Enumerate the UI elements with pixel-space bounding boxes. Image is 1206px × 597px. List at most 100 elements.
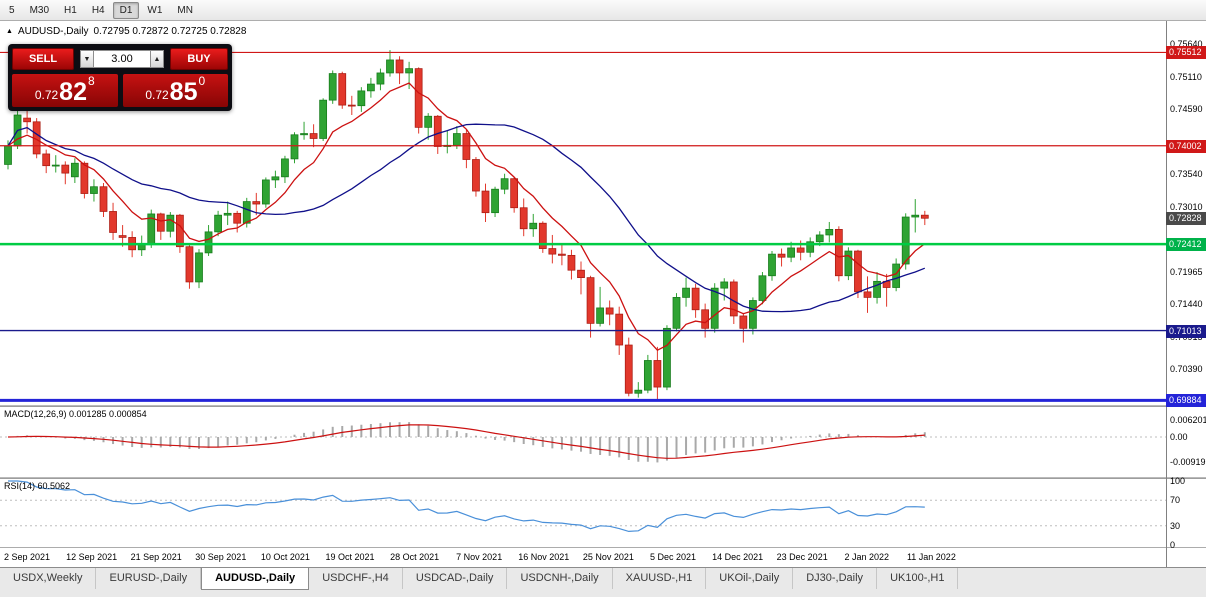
bear-candle: [109, 211, 117, 233]
date-axis-label: 23 Dec 2021: [776, 552, 828, 562]
price-axis-border: [1166, 21, 1167, 567]
bear-candle: [777, 253, 786, 258]
bear-candle: [577, 269, 585, 278]
bull-candle: [911, 214, 920, 218]
chart-tab-usdcad-[interactable]: USDCAD-,Daily: [403, 568, 508, 589]
macd-indicator-label: MACD(12,26,9) 0.001285 0.000854: [4, 409, 147, 419]
bull-candle: [844, 250, 853, 277]
timeframe-button-m30[interactable]: M30: [29, 4, 50, 16]
buy-button[interactable]: BUY: [170, 48, 228, 70]
bull-candle: [806, 241, 815, 253]
bear-candle: [653, 360, 662, 388]
chart-tab-dj30-[interactable]: DJ30-,Daily: [793, 568, 878, 589]
bear-candle: [538, 222, 547, 249]
date-axis-label: 25 Nov 2021: [582, 552, 634, 562]
bull-candle: [319, 99, 328, 139]
panel-separator[interactable]: [0, 405, 1206, 407]
price-axis-label: 0.75110: [1170, 72, 1202, 83]
macd-axis-label: 0.00: [1170, 432, 1188, 442]
bull-candle: [204, 231, 213, 254]
bear-candle: [548, 248, 557, 255]
bear-candle: [118, 235, 127, 238]
chart-ohlc-values: 0.72795 0.72872 0.72725 0.72828: [93, 26, 247, 37]
bear-candle: [156, 213, 165, 232]
down-arrow-icon: ▼: [83, 55, 91, 63]
date-axis-label: 21 Sep 2021: [130, 552, 182, 562]
bull-candle: [663, 327, 671, 388]
bull-candle: [271, 176, 280, 181]
bull-candle: [682, 287, 690, 298]
bear-candle: [61, 164, 70, 174]
bear-candle: [701, 309, 710, 329]
timeframe-button-mn[interactable]: MN: [177, 4, 193, 16]
up-arrow-icon: ▲: [153, 55, 161, 63]
chart-tab-xauusd-[interactable]: XAUUSD-,H1: [613, 568, 707, 589]
date-axis-label: 14 Dec 2021: [712, 552, 764, 562]
bull-candle: [500, 178, 509, 190]
bull-candle: [290, 134, 299, 160]
price-axis-badge: 0.72412: [1166, 238, 1206, 252]
chart-tab-uk100-[interactable]: UK100-,H1: [877, 568, 959, 589]
bear-candle: [510, 178, 519, 209]
bull-candle: [242, 201, 251, 224]
buy-price-display[interactable]: 0.72 85 0: [122, 74, 228, 107]
bear-candle: [433, 115, 442, 147]
buy-price-sup: 0: [198, 74, 206, 88]
timeframe-button-5[interactable]: 5: [9, 4, 15, 16]
ma-slow-line: [7, 123, 926, 313]
bear-candle: [99, 186, 108, 212]
chart-tab-usdx[interactable]: USDX,Weekly: [0, 568, 97, 589]
date-axis-label: 19 Oct 2021: [325, 552, 375, 562]
chart-tab-audusd-[interactable]: AUDUSD-,Daily: [201, 568, 310, 590]
macd-axis-label: 0.006201: [1170, 415, 1206, 425]
price-axis-label: 0.74590: [1170, 104, 1203, 115]
bull-candle: [452, 133, 461, 146]
buy-price-prefix: 0.72: [145, 88, 169, 102]
bull-candle: [643, 360, 652, 391]
date-axis-label: 5 Dec 2021: [649, 552, 697, 562]
bear-candle: [23, 117, 31, 123]
bull-candle: [720, 281, 729, 289]
bear-candle: [252, 201, 261, 205]
price-axis-label: 0.71440: [1170, 299, 1203, 310]
volume-decrease-button[interactable]: ▼: [80, 50, 94, 68]
one-click-trading-widget: SELL ▼ ▲ BUY 0.72 82 8 0.72 85 0: [8, 44, 232, 111]
bear-candle: [42, 153, 51, 167]
bull-candle: [825, 229, 834, 236]
bear-candle: [615, 313, 624, 346]
bear-candle: [624, 344, 633, 394]
volume-input[interactable]: [94, 50, 150, 68]
bull-candle: [749, 300, 757, 329]
bull-candle: [367, 83, 375, 92]
timeframe-button-h1[interactable]: H1: [64, 4, 77, 16]
bear-candle: [586, 277, 595, 324]
chart-tab-ukoil-[interactable]: UKOil-,Daily: [706, 568, 794, 589]
timeframe-button-w1[interactable]: W1: [147, 4, 163, 16]
timeframe-button-h4[interactable]: H4: [91, 4, 105, 16]
bear-candle: [605, 307, 614, 315]
bear-candle: [739, 315, 748, 329]
timeframe-button-d1[interactable]: D1: [112, 1, 140, 19]
bull-candle: [195, 252, 203, 283]
chart-tab-usdchf-[interactable]: USDCHF-,H4: [309, 568, 403, 589]
bear-candle: [920, 214, 929, 219]
panel-separator[interactable]: [0, 477, 1206, 479]
sell-price-display[interactable]: 0.72 82 8: [12, 74, 118, 107]
bear-candle: [472, 159, 480, 192]
bull-candle: [892, 263, 901, 288]
sell-button[interactable]: SELL: [12, 48, 74, 70]
bear-candle: [414, 68, 423, 128]
bull-candle: [901, 216, 910, 265]
rsi-axis-label: 70: [1170, 495, 1181, 506]
chart-tab-eurusd-[interactable]: EURUSD-,Daily: [96, 568, 202, 589]
date-axis-label: 30 Sep 2021: [195, 552, 247, 562]
volume-increase-button[interactable]: ▲: [150, 50, 164, 68]
bear-candle: [185, 246, 194, 283]
bull-candle: [815, 234, 824, 243]
bear-candle: [176, 214, 184, 248]
date-axis-label: 28 Oct 2021: [390, 552, 440, 562]
chart-tab-usdcnh-[interactable]: USDCNH-,Daily: [507, 568, 613, 589]
bull-candle: [223, 212, 232, 216]
